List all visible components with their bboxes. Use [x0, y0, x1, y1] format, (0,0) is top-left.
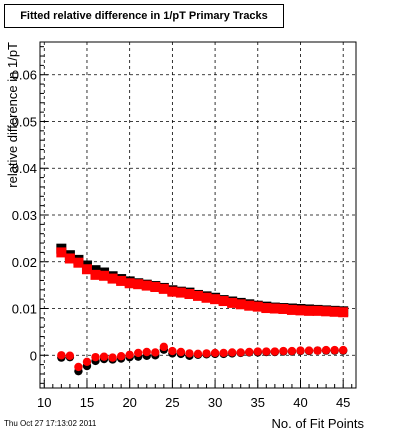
- data-point-circle: [330, 345, 339, 355]
- data-point-square: [304, 305, 315, 316]
- data-point-circle: [151, 348, 160, 357]
- data-point-circle: [193, 349, 203, 359]
- data-point-square: [235, 299, 246, 310]
- data-point-circle: [227, 348, 237, 357]
- data-point-square: [116, 275, 127, 286]
- grid-layer: [40, 42, 356, 388]
- data-point-circle: [142, 347, 151, 357]
- data-point-square: [312, 305, 323, 316]
- y-tick-label: 0: [30, 348, 37, 363]
- data-point-square: [244, 300, 255, 311]
- data-point-circle: [279, 346, 288, 356]
- x-tick-label: 35: [251, 395, 265, 410]
- data-point-circle: [304, 346, 314, 355]
- data-point-circle: [313, 346, 322, 355]
- y-tick-label: 0.01: [12, 302, 37, 317]
- y-tick-label: 0.05: [12, 114, 37, 129]
- data-point-circle: [253, 347, 262, 356]
- data-point-square: [141, 280, 152, 291]
- data-point-circle: [210, 348, 220, 358]
- x-axis-label: No. of Fit Points: [272, 416, 365, 431]
- data-point-square: [150, 282, 161, 293]
- data-point-square: [338, 307, 349, 318]
- marks-layer: [56, 243, 349, 376]
- data-point-square: [73, 257, 84, 268]
- data-point-circle: [134, 348, 143, 358]
- data-point-circle: [65, 351, 75, 360]
- x-tick-label: 30: [208, 395, 222, 410]
- data-point-square: [321, 306, 332, 317]
- data-point-circle: [125, 350, 134, 360]
- data-point-square: [158, 283, 169, 294]
- data-point-square: [167, 286, 178, 297]
- data-point-circle: [57, 351, 66, 360]
- data-point-square: [81, 264, 92, 275]
- data-point-circle: [202, 349, 211, 358]
- data-point-circle: [262, 347, 271, 356]
- data-point-circle: [116, 352, 126, 361]
- data-point-square: [175, 287, 186, 298]
- data-point-square: [329, 306, 340, 317]
- data-point-square: [218, 296, 229, 307]
- data-point-circle: [245, 347, 254, 357]
- data-point-square: [286, 304, 297, 315]
- data-point-circle: [236, 348, 245, 357]
- data-point-square: [124, 278, 135, 289]
- x-tick-label: 10: [37, 395, 51, 410]
- data-point-square: [193, 290, 203, 301]
- data-point-circle: [270, 347, 280, 356]
- data-point-square: [99, 270, 110, 281]
- data-point-circle: [185, 349, 194, 358]
- data-point-square: [261, 303, 272, 314]
- data-point-square: [269, 303, 280, 314]
- data-point-circle: [108, 353, 117, 362]
- x-tick-label: 15: [80, 395, 94, 410]
- x-tick-label: 45: [336, 395, 350, 410]
- y-tick-label: 0.06: [12, 68, 37, 83]
- data-point-square: [56, 247, 67, 258]
- data-point-circle: [287, 346, 297, 356]
- data-point-square: [252, 301, 263, 312]
- data-point-circle: [74, 362, 83, 372]
- x-tick-label: 40: [293, 395, 307, 410]
- data-point-square: [90, 269, 101, 280]
- data-point-square: [295, 305, 306, 316]
- data-point-circle: [176, 347, 186, 357]
- data-point-square: [133, 279, 144, 290]
- axes-layer: 10 15 20 25 30 35 40 45 0 0.01 0.02 0.03 0.04 0.05 0.0…: [5, 41, 365, 431]
- y-axis-label: relative difference in 1/pT: [5, 42, 20, 188]
- data-point-square: [210, 294, 221, 305]
- data-point-square: [201, 292, 212, 303]
- data-point-circle: [296, 346, 305, 355]
- y-tick-label: 0.02: [12, 255, 37, 270]
- data-point-circle: [219, 348, 228, 358]
- data-point-square: [227, 297, 238, 308]
- data-point-circle: [168, 346, 177, 356]
- chart-title: Fitted relative difference in 1/pT Prima…: [4, 4, 284, 28]
- data-point-circle: [99, 352, 109, 361]
- y-tick-label: 0.03: [12, 208, 37, 223]
- data-point-square: [64, 253, 75, 264]
- x-tick-label: 25: [165, 395, 179, 410]
- data-point-square: [184, 289, 195, 300]
- y-tick-label: 0.04: [12, 161, 37, 176]
- data-point-circle: [91, 352, 100, 362]
- x-tick-label: 20: [122, 395, 136, 410]
- timestamp-label: Thu Oct 27 17:13:02 2011: [4, 419, 97, 428]
- data-point-circle: [321, 345, 331, 355]
- data-point-square: [107, 273, 118, 284]
- data-point-square: [278, 303, 289, 314]
- data-point-circle: [82, 357, 92, 367]
- data-point-circle: [338, 345, 348, 355]
- data-point-circle: [159, 342, 169, 352]
